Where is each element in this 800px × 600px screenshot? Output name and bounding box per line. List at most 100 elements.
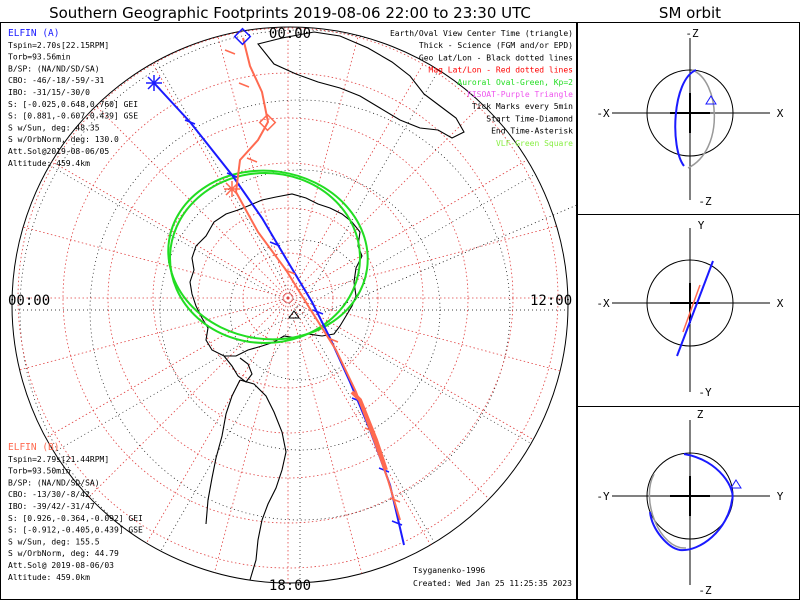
legend-entry: Auroral Oval-Green, Kp=2 <box>457 78 573 87</box>
legend-entry: Thick - Science (FGM and/or EPD) <box>419 41 573 50</box>
mag-lon-line <box>287 71 515 299</box>
elfin-a-tick-marks <box>184 119 403 526</box>
sm1-right: X <box>777 107 784 120</box>
geo-lon-line <box>299 309 568 471</box>
info-line: B/SP: (NA/ND/SD/SA) <box>8 64 100 73</box>
antarctica-coast <box>189 193 363 357</box>
elfin-b-science-segment <box>350 390 388 471</box>
mag-lon-line <box>287 214 568 299</box>
model-label: Tsyganenko-1996 <box>413 566 485 575</box>
sm1-bottom: -Z <box>698 195 712 208</box>
mag-lat-circle <box>17 27 559 569</box>
mag-lat-circle <box>197 207 379 389</box>
sm2-right: X <box>777 297 784 310</box>
time-label-left: 00:00 <box>8 293 50 309</box>
info-line: S w/Sun, deg: 48.35 <box>8 123 100 132</box>
mag-lon-line <box>12 297 289 459</box>
tick-mark <box>269 241 281 247</box>
sm1-left: -X <box>596 107 610 120</box>
auroral-oval-inner <box>169 172 361 344</box>
auroral-oval-outer <box>167 169 369 341</box>
mag-lon-line <box>61 297 289 525</box>
sm3-left: -Y <box>596 490 610 503</box>
new-zealand-coast <box>545 148 563 192</box>
info-line: Att.Sol@ 2019-08-06/03 <box>8 561 114 570</box>
info-line: S: [0.881,-0.607,0.439] GSE <box>8 112 138 121</box>
info-line: ELFIN (B) <box>8 442 59 453</box>
mag-lon-line <box>61 71 289 299</box>
australia-coast <box>257 31 465 139</box>
sm2-bottom: -Y <box>698 386 712 399</box>
info-line: Att.Sol@2019-08-06/05 <box>8 147 109 156</box>
legend-entry: FISOAT-Purple Triangle <box>467 90 573 99</box>
info-line: IBO: -31/15/-30/0 <box>8 88 90 97</box>
ray-line <box>324 204 577 313</box>
mag-lon-line <box>287 297 449 576</box>
sm-panel-2: Y -Y -X X <box>596 219 783 399</box>
tick-mark <box>312 309 324 315</box>
sm-panel-frame-2 <box>577 214 800 407</box>
geo-lon-line <box>139 32 301 311</box>
elfin-b-tick-marks <box>224 49 401 503</box>
mag-lon-line <box>204 27 289 299</box>
map-legend: Earth/Oval View Center Time (triangle) Th… <box>390 29 573 148</box>
sm-orbit-title: SM orbit <box>659 4 721 22</box>
mag-lon-line <box>12 137 289 299</box>
elfin-a-start-diamond <box>233 27 252 46</box>
figure-title: Southern Geographic Footprints 2019-08-0… <box>49 4 531 22</box>
geo-lon-line <box>299 32 461 311</box>
sm-panel-3: Z -Z -Y Y <box>596 408 783 597</box>
tick-mark <box>238 82 250 88</box>
info-line: Tspin=2.70s[22.15RPM] <box>8 41 109 50</box>
geo-lon-line <box>22 149 301 311</box>
info-line: ELFIN (A) <box>8 28 59 39</box>
mag-lon-line <box>287 297 566 459</box>
polar-map <box>11 26 577 584</box>
tick-mark <box>224 49 236 55</box>
tick-mark <box>246 157 258 163</box>
mag-lon-line <box>12 214 289 299</box>
mag-lon-line <box>204 297 289 583</box>
time-label-bottom: 18:00 <box>269 578 311 594</box>
legend-entry: VLF-Green Square <box>496 139 573 148</box>
legend-entry: Start Time-Diamond <box>486 114 573 123</box>
info-line: S: [-0.025,0.648,0.760] GEI <box>8 100 138 109</box>
legend-entry: End Time-Asterisk <box>491 127 573 136</box>
elfin-b-info: ELFIN (B) Tspin=2.79s[21.44RPM] Torb=93.50… <box>8 442 143 582</box>
info-line: IBO: -39/42/-31/47 <box>8 502 95 511</box>
legend-entry: Geo Lat/Lon - Black dotted lines <box>419 53 573 62</box>
created-label: Created: Wed Jan 25 11:25:35 2023 <box>413 579 572 588</box>
south-america-coast <box>205 379 287 581</box>
earth-disc <box>11 26 569 584</box>
geo-lat-circle <box>89 99 511 521</box>
mag-lon-line <box>287 27 449 299</box>
tick-mark <box>364 427 376 433</box>
mag-grid <box>12 27 568 583</box>
antarctic-peninsula <box>223 355 253 383</box>
info-line: Altitude: 459.4km <box>8 159 90 168</box>
mag-lat-circle <box>152 162 424 434</box>
elfin-b-end-asterisk <box>224 181 240 197</box>
sm3-top: Z <box>697 408 704 421</box>
mag-lon-line <box>127 27 289 299</box>
sm3-right: Y <box>777 490 784 503</box>
info-line: Altitude: 459.0km <box>8 573 90 582</box>
info-line: S w/OrbNorm, deg: 130.0 <box>8 135 119 144</box>
tick-mark <box>389 497 401 503</box>
sm1-top: -Z <box>685 27 699 40</box>
time-label-right: 12:00 <box>530 293 572 309</box>
info-line: Tspin=2.79s[21.44RPM] <box>8 455 109 464</box>
tick-mark <box>284 269 296 275</box>
elfin-a-end-asterisk <box>146 75 162 91</box>
tick-mark <box>327 337 339 343</box>
auroral-oval <box>167 169 369 344</box>
info-line: S w/OrbNorm, deg: 44.79 <box>8 549 119 558</box>
mag-lon-line <box>127 297 289 576</box>
mag-lon-line <box>287 297 515 525</box>
sm-panel-frame-1 <box>577 22 800 215</box>
mag-lon-line <box>287 27 372 299</box>
elfin-a-footprint <box>153 82 405 546</box>
geo-lat-circle <box>229 239 371 381</box>
mag-lon-line <box>12 297 289 382</box>
